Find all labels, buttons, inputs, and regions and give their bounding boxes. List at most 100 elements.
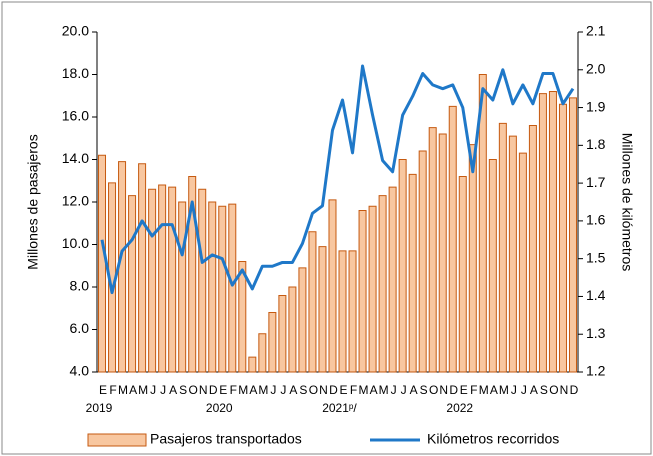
y2-tick-label: 1.9 bbox=[586, 98, 606, 114]
x-tick-label: M bbox=[138, 383, 148, 397]
x-tick-label: N bbox=[319, 383, 328, 397]
bar bbox=[338, 250, 347, 373]
bar bbox=[298, 267, 307, 373]
x-tick-label: J bbox=[270, 383, 276, 397]
year-label: 2022 bbox=[446, 401, 473, 415]
y2-tick-label: 1.4 bbox=[586, 287, 606, 303]
x-tick-label: M bbox=[479, 383, 489, 397]
y-tick-label: 14.0 bbox=[62, 150, 89, 166]
bar bbox=[408, 173, 417, 373]
x-tick-label: M bbox=[238, 383, 248, 397]
x-tick-label: A bbox=[289, 383, 297, 397]
bar bbox=[458, 176, 467, 373]
bar bbox=[378, 195, 387, 373]
bar bbox=[368, 205, 377, 373]
bar bbox=[198, 188, 207, 373]
y-tick-label: 16.0 bbox=[62, 108, 89, 124]
x-tick-label: O bbox=[429, 383, 438, 397]
bar bbox=[158, 184, 167, 373]
bar bbox=[568, 97, 577, 373]
bar bbox=[498, 122, 507, 373]
y2-tick-label: 1.6 bbox=[586, 212, 606, 228]
bar bbox=[98, 154, 107, 373]
bar bbox=[348, 250, 357, 373]
line bbox=[100, 64, 575, 295]
legend-label: Pasajeros transportados bbox=[150, 431, 302, 447]
y2-tick-label: 1.5 bbox=[586, 249, 606, 265]
x-tick-label: M bbox=[359, 383, 369, 397]
bar bbox=[488, 159, 497, 373]
x-tick-label: F bbox=[470, 383, 477, 397]
bar bbox=[528, 125, 537, 373]
y-tick-label: 10.0 bbox=[62, 235, 89, 251]
bar bbox=[278, 295, 287, 373]
bar bbox=[318, 246, 327, 373]
bar bbox=[558, 103, 567, 373]
bar bbox=[538, 93, 547, 373]
bar bbox=[508, 135, 517, 373]
bar bbox=[448, 105, 457, 373]
bar bbox=[258, 333, 267, 373]
x-tick-label: D bbox=[570, 383, 579, 397]
bar bbox=[388, 186, 397, 373]
x-tick-label: M bbox=[118, 383, 128, 397]
bar bbox=[428, 127, 437, 373]
bar bbox=[188, 176, 197, 373]
bar bbox=[128, 195, 137, 373]
bar bbox=[418, 150, 427, 373]
y-tick-label: 12.0 bbox=[62, 193, 89, 209]
x-tick-label: A bbox=[530, 383, 538, 397]
x-tick-label: N bbox=[199, 383, 208, 397]
x-tick-label: S bbox=[179, 383, 187, 397]
year-label: 2019 bbox=[86, 401, 113, 415]
x-tick-label: A bbox=[490, 383, 498, 397]
y-tick-label: 8.0 bbox=[70, 278, 90, 294]
bar bbox=[518, 152, 527, 373]
bar bbox=[548, 91, 557, 373]
bar bbox=[468, 144, 477, 373]
legend-swatch bbox=[87, 433, 147, 447]
x-tick-label: J bbox=[521, 383, 527, 397]
year-label: 2021ᵖ/ bbox=[322, 401, 357, 415]
x-tick-label: J bbox=[391, 383, 397, 397]
x-tick-label: S bbox=[420, 383, 428, 397]
x-tick-label: D bbox=[329, 383, 338, 397]
x-tick-label: A bbox=[249, 383, 257, 397]
x-tick-label: O bbox=[189, 383, 198, 397]
x-tick-label: E bbox=[219, 383, 227, 397]
x-tick-label: F bbox=[109, 383, 116, 397]
bar bbox=[148, 188, 157, 373]
year-label: 2020 bbox=[206, 401, 233, 415]
bar bbox=[248, 356, 257, 373]
x-tick-label: M bbox=[258, 383, 268, 397]
bar bbox=[308, 231, 317, 373]
y2-tick-label: 1.3 bbox=[586, 325, 606, 341]
x-tick-label: F bbox=[350, 383, 357, 397]
bar bbox=[178, 201, 187, 373]
y2-axis-label: Millones de kilómetros bbox=[619, 133, 635, 272]
x-tick-label: D bbox=[209, 383, 218, 397]
x-tick-label: A bbox=[370, 383, 378, 397]
bar bbox=[398, 159, 407, 373]
x-tick-label: A bbox=[410, 383, 418, 397]
y-tick-label: 20.0 bbox=[62, 23, 89, 39]
bar bbox=[288, 286, 297, 373]
bar bbox=[208, 201, 217, 373]
y-tick-label: 4.0 bbox=[70, 363, 90, 379]
y2-tick-label: 1.7 bbox=[586, 174, 606, 190]
x-tick-label: O bbox=[549, 383, 558, 397]
bar bbox=[438, 133, 447, 373]
x-tick-label: J bbox=[280, 383, 286, 397]
x-tick-label: J bbox=[150, 383, 156, 397]
x-tick-label: E bbox=[340, 383, 348, 397]
y2-tick-label: 1.8 bbox=[586, 136, 606, 152]
x-tick-label: E bbox=[460, 383, 468, 397]
bar bbox=[358, 210, 367, 373]
bar bbox=[228, 203, 237, 373]
x-tick-label: D bbox=[449, 383, 458, 397]
x-tick-label: M bbox=[379, 383, 389, 397]
legend-label: Kilómetros recorridos bbox=[427, 431, 559, 447]
